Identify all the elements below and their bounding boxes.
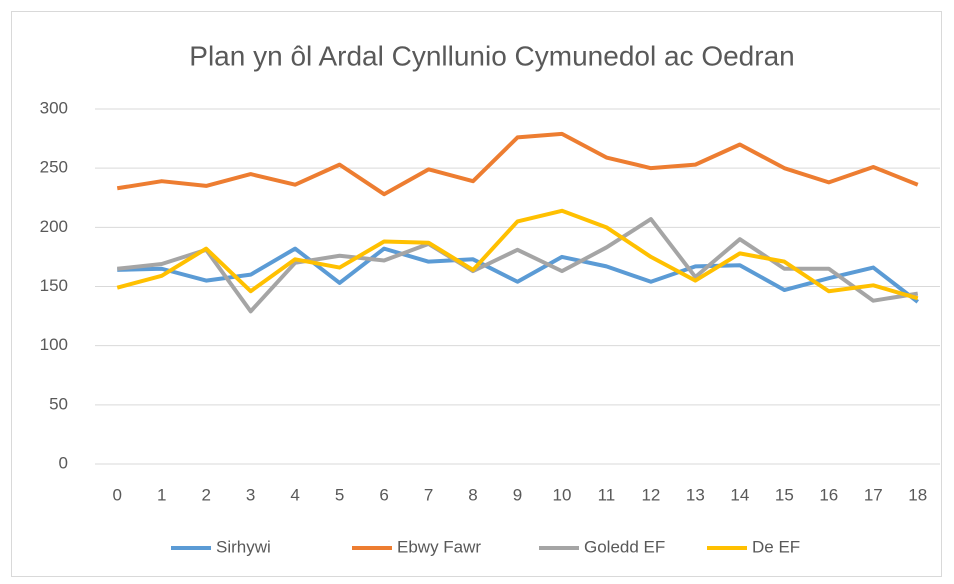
y-tick-label: 300 <box>40 98 68 117</box>
series-line <box>116 208 919 301</box>
x-tick-label: 3 <box>246 485 255 504</box>
series-line <box>117 217 919 314</box>
series-line <box>117 246 919 304</box>
x-tick-label: 6 <box>379 485 388 504</box>
y-tick-label: 250 <box>40 158 68 177</box>
series-line <box>116 131 919 197</box>
x-tick-label: 0 <box>113 485 122 504</box>
y-tick-label: 100 <box>40 335 68 354</box>
x-tick-label: 1 <box>157 485 166 504</box>
y-tick-label: 200 <box>40 217 68 236</box>
y-tick-label: 150 <box>40 276 68 295</box>
legend-label: Ebwy Fawr <box>397 537 481 556</box>
x-tick-label: 15 <box>775 485 794 504</box>
y-tick-label: 50 <box>49 394 68 413</box>
x-tick-label: 16 <box>819 485 838 504</box>
x-tick-label: 11 <box>598 485 616 504</box>
x-tick-label: 5 <box>335 485 344 504</box>
x-tick-label: 2 <box>201 485 210 504</box>
x-tick-label: 7 <box>424 485 433 504</box>
x-tick-label: 14 <box>730 485 749 504</box>
x-tick-label: 8 <box>468 485 477 504</box>
y-tick-label: 0 <box>59 453 68 472</box>
legend-label: De EF <box>752 537 800 556</box>
x-tick-label: 4 <box>290 485 299 504</box>
x-tick-label: 12 <box>641 485 660 504</box>
x-tick-label: 13 <box>686 485 705 504</box>
x-tick-label: 18 <box>908 485 927 504</box>
x-tick-label: 9 <box>513 485 522 504</box>
legend-label: Sirhywi <box>216 537 271 556</box>
x-tick-label: 10 <box>553 485 572 504</box>
chart-border <box>11 11 942 577</box>
x-tick-label: 17 <box>864 485 883 504</box>
chart-title: Plan yn ôl Ardal Cynllunio Cymunedol ac … <box>189 40 794 71</box>
legend-label: Goledd EF <box>584 537 665 556</box>
